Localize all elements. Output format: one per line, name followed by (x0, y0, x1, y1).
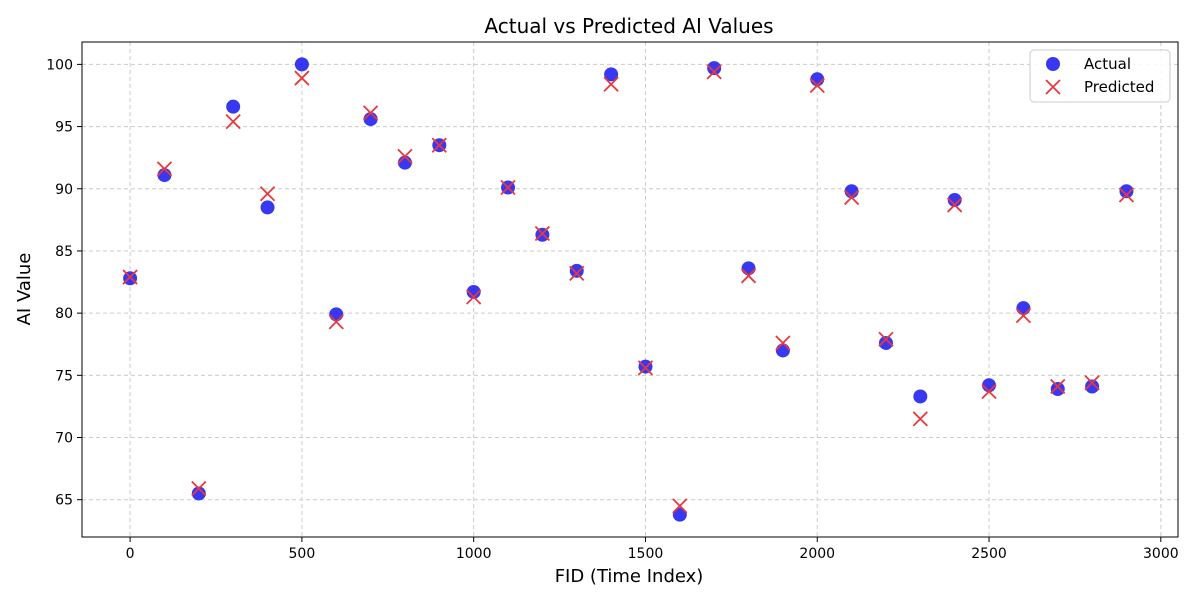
predicted-point (431, 137, 447, 153)
legend-actual-marker (1046, 57, 1060, 71)
actual-point (569, 263, 584, 278)
predicted-point (225, 113, 241, 130)
grid (82, 42, 1178, 537)
actual-point (913, 389, 928, 404)
x-axis-label: FID (Time Index) (555, 566, 704, 587)
actual-point (329, 307, 344, 322)
predicted-point (397, 148, 413, 165)
predicted-point (603, 76, 619, 92)
y-axis-label: AI Value (14, 253, 35, 326)
x-tick-label: 500 (289, 546, 316, 562)
y-tick-label: 95 (55, 120, 73, 136)
predicted-point (947, 197, 963, 213)
legend-box (1029, 49, 1171, 103)
y-tick-label: 90 (55, 182, 73, 198)
actual-point (844, 184, 859, 199)
actual-point (1085, 379, 1100, 394)
actual-point (741, 261, 756, 276)
actual-point (947, 192, 962, 207)
actual-point (294, 57, 309, 72)
predicted-point (775, 335, 791, 351)
predicted-point (122, 269, 138, 285)
ticks: 0 500 1000 1500 2000 2500 3000 65 70 75 80 85 90 95 10… (46, 57, 1178, 562)
predicted-point (191, 480, 207, 497)
predicted-point (672, 498, 688, 514)
x-tick-label: 3000 (1143, 546, 1179, 562)
series-layer (122, 57, 1135, 522)
predicted-point (259, 186, 276, 202)
actual-point (775, 343, 790, 358)
predicted-point (809, 77, 825, 94)
actual-point (672, 507, 687, 522)
legend: Actual Predicted (1029, 49, 1171, 103)
actual-point (810, 72, 825, 87)
actual-point (1050, 381, 1065, 396)
legend-actual-label: Actual (1084, 55, 1131, 73)
legend-predicted-label: Predicted (1084, 78, 1154, 96)
predicted-point (294, 70, 310, 86)
predicted-point (740, 268, 757, 284)
actual-point (878, 335, 893, 350)
predicted-point (362, 105, 379, 121)
predicted-point (1118, 187, 1135, 203)
x-tick-label: 1000 (456, 546, 492, 562)
actual-point (604, 67, 619, 82)
predicted-point (843, 189, 860, 206)
x-tick-label: 2500 (971, 546, 1007, 562)
predicted-point (1084, 375, 1100, 391)
actual-point (1016, 301, 1031, 316)
predicted-point (156, 161, 173, 177)
predicted-point (1015, 307, 1032, 324)
y-tick-label: 70 (55, 431, 73, 447)
y-tick-label: 80 (55, 306, 73, 322)
predicted-point (912, 411, 928, 427)
actual-point (363, 112, 378, 127)
actual-point (157, 168, 172, 183)
actual-point (397, 155, 412, 170)
predicted-point (500, 179, 516, 196)
predicted-point (637, 360, 654, 376)
chart-title: Actual vs Predicted AI Values (484, 14, 773, 38)
actual-point (191, 486, 206, 501)
legend-predicted-marker (1045, 79, 1061, 95)
x-tick-label: 2000 (799, 546, 835, 562)
actual-point (466, 284, 481, 299)
y-tick-label: 85 (55, 244, 73, 260)
actual-point (260, 200, 275, 215)
y-tick-label: 65 (55, 493, 73, 509)
predicted-point (569, 265, 585, 281)
actual-point (982, 378, 997, 393)
y-tick-label: 100 (46, 57, 73, 73)
predicted-point (534, 225, 551, 242)
predicted-point (981, 383, 997, 400)
y-tick-label: 75 (55, 368, 73, 384)
x-tick-label: 0 (126, 546, 135, 562)
actual-point (707, 61, 722, 76)
predicted-point (328, 314, 344, 330)
predicted-point (878, 331, 894, 347)
predicted-point (466, 289, 482, 305)
x-tick-label: 1500 (628, 546, 664, 562)
actual-point (1119, 184, 1134, 199)
predicted-point (706, 64, 722, 80)
plot-frame (81, 41, 1179, 538)
predicted-point (1050, 378, 1066, 395)
actual-point (226, 99, 241, 114)
